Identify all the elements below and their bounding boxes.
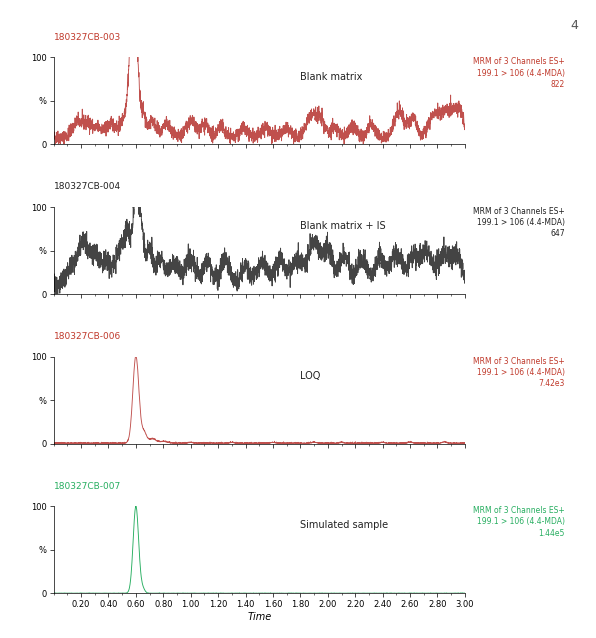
Text: 180327CB-004: 180327CB-004 [54, 182, 121, 191]
X-axis label: Time: Time [247, 612, 271, 622]
Text: 180327CB-003: 180327CB-003 [54, 33, 121, 41]
Text: 180327CB-007: 180327CB-007 [54, 482, 121, 491]
Text: MRM of 3 Channels ES+
199.1 > 106 (4.4-MDA)
822: MRM of 3 Channels ES+ 199.1 > 106 (4.4-M… [473, 57, 565, 89]
Text: Blank matrix: Blank matrix [300, 71, 363, 82]
Text: Blank matrix + IS: Blank matrix + IS [300, 221, 386, 231]
Text: MRM of 3 Channels ES+
199.1 > 106 (4.4-MDA)
647: MRM of 3 Channels ES+ 199.1 > 106 (4.4-M… [473, 207, 565, 238]
Text: MRM of 3 Channels ES+
199.1 > 106 (4.4-MDA)
1.44e5: MRM of 3 Channels ES+ 199.1 > 106 (4.4-M… [473, 507, 565, 538]
Text: Simulated sample: Simulated sample [300, 521, 389, 530]
Text: MRM of 3 Channels ES+
199.1 > 106 (4.4-MDA)
7.42e3: MRM of 3 Channels ES+ 199.1 > 106 (4.4-M… [473, 357, 565, 388]
Text: LOQ: LOQ [300, 371, 321, 381]
Text: 4: 4 [570, 19, 578, 32]
Text: 180327CB-006: 180327CB-006 [54, 332, 121, 341]
